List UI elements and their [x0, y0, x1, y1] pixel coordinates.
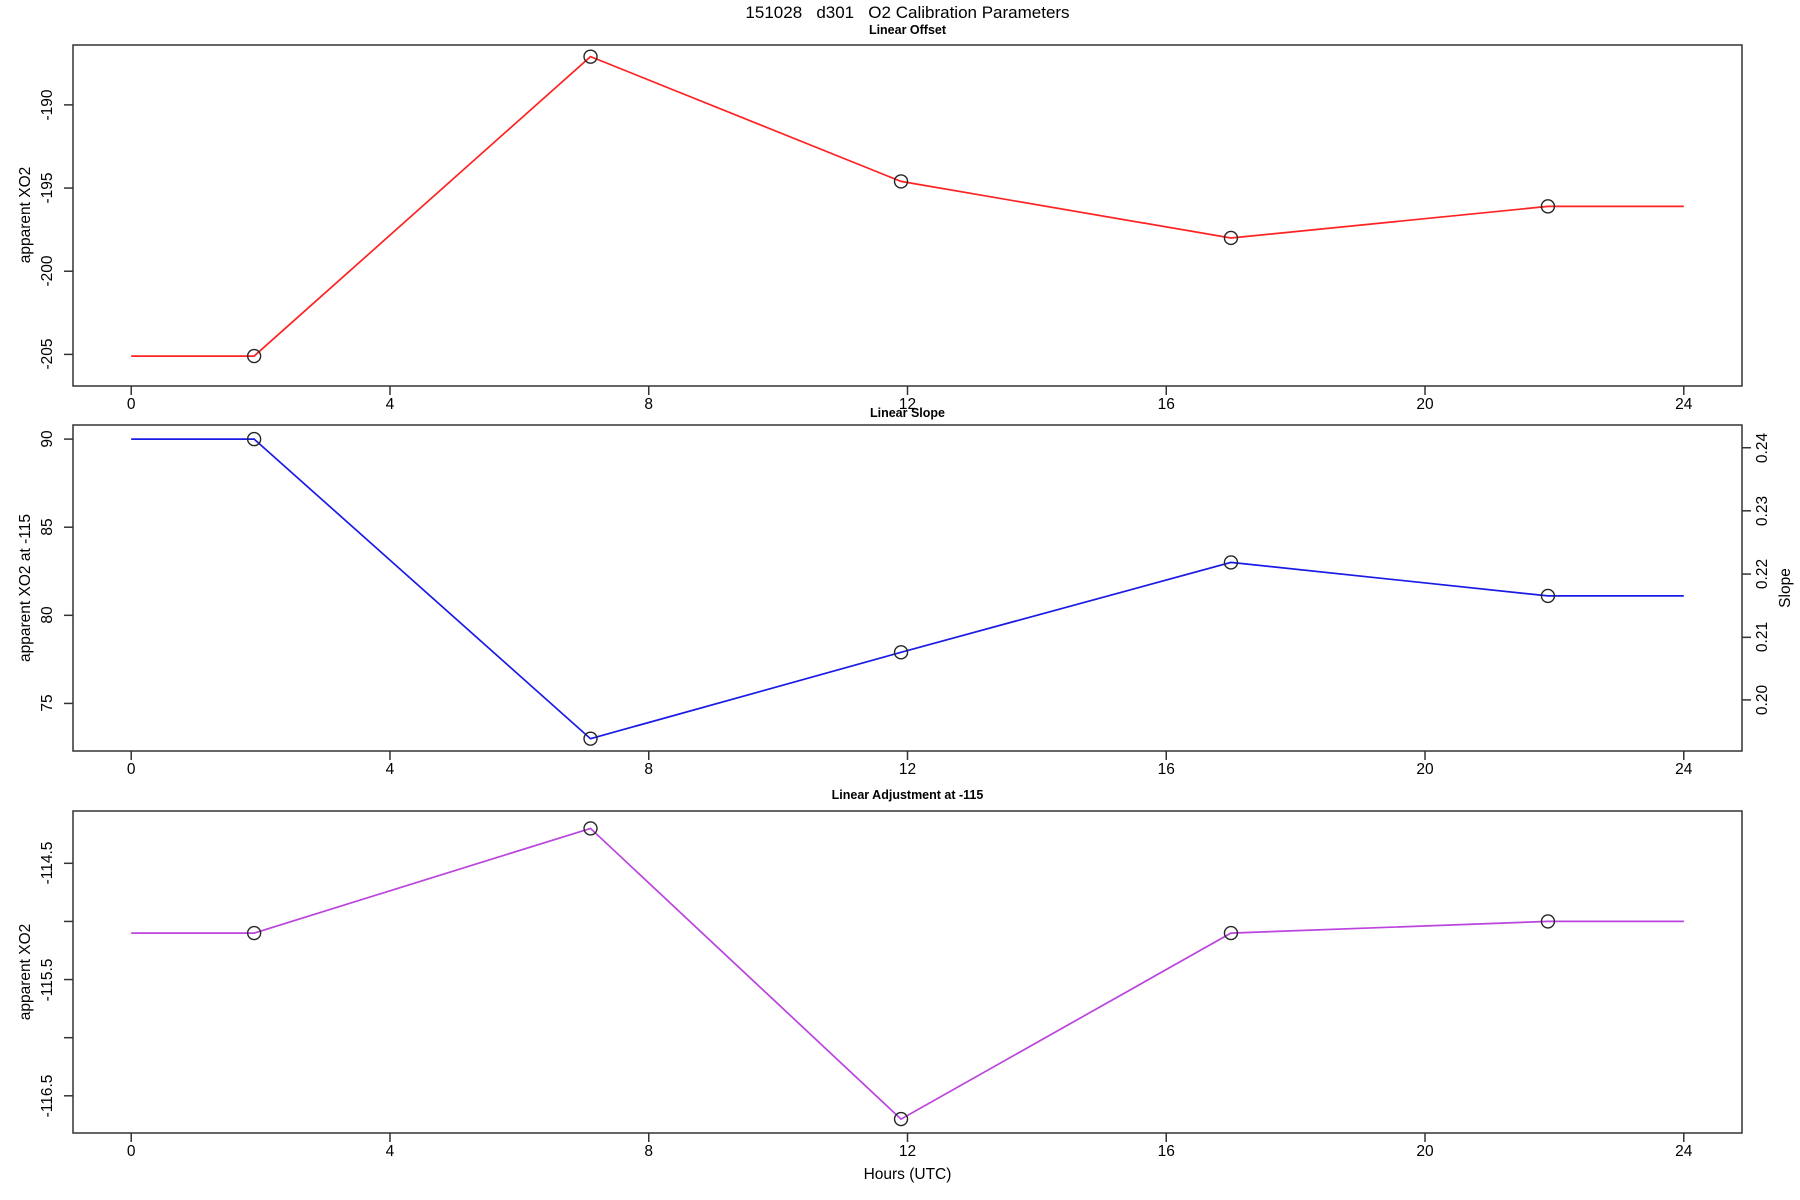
- x-tick-label: 8: [644, 761, 654, 778]
- data-point-marker: [1540, 914, 1556, 929]
- y-tick-label: -115.5: [39, 958, 56, 1001]
- y-tick-label-right: 0.20: [1754, 684, 1771, 715]
- x-tick-label: 4: [385, 1143, 395, 1160]
- y-tick-label-right: 0.21: [1754, 622, 1771, 653]
- series-line: [131, 827, 1684, 1121]
- data-point-marker: [893, 174, 909, 189]
- x-tick-label: 4: [385, 761, 395, 778]
- x-tick-label: 24: [1675, 761, 1693, 778]
- y-tick-label: 75: [39, 694, 56, 713]
- data-point-marker: [1223, 230, 1239, 246]
- x-tick-label: 24: [1675, 1143, 1693, 1160]
- data-point-marker: [893, 1111, 909, 1127]
- y-tick-label-right: 0.23: [1754, 495, 1771, 526]
- y-tick-label: 80: [39, 606, 56, 624]
- plot-border: [72, 44, 1743, 387]
- plot-border: [72, 810, 1743, 1134]
- x-tick-label: 8: [644, 1143, 654, 1160]
- data-point-marker: [246, 431, 262, 447]
- data-point-marker: [583, 731, 598, 746]
- x-tick-label: 20: [1416, 396, 1434, 413]
- data-point-marker: [1540, 199, 1556, 214]
- data-point-marker: [246, 348, 262, 364]
- panel-title-linear-slope: Linear Slope: [869, 406, 946, 420]
- data-point-marker: [893, 645, 909, 660]
- x-tick-label: 12: [898, 761, 917, 778]
- x-tick-label: 8: [644, 396, 654, 413]
- x-tick-label: 12: [898, 1143, 917, 1160]
- y-tick-label: 90: [39, 430, 56, 448]
- y-axis-label-slope-left: apparent XO2 at -115: [17, 514, 34, 662]
- x-tick-label: 0: [126, 1143, 136, 1160]
- y-tick-label-right: 0.22: [1754, 558, 1771, 590]
- y-axis-label-adjustment: apparent XO2: [17, 923, 34, 1021]
- series-line: [131, 438, 1684, 740]
- y-tick-label: -195: [39, 172, 56, 204]
- y-tick-label: -200: [39, 255, 56, 287]
- y-tick-label: -114.5: [39, 841, 56, 885]
- x-tick-label: 16: [1157, 396, 1175, 413]
- data-point-marker: [1223, 555, 1239, 570]
- x-tick-label: 16: [1157, 761, 1175, 778]
- data-point-marker: [1540, 588, 1556, 604]
- x-tick-label: 20: [1416, 761, 1434, 778]
- x-tick-label: 24: [1675, 396, 1693, 413]
- series-line: [131, 55, 1684, 357]
- x-tick-label: 0: [126, 761, 136, 778]
- x-tick-label: 4: [385, 396, 395, 413]
- plot-border: [72, 424, 1743, 752]
- data-point-marker: [583, 49, 598, 64]
- y-axis-label-offset: apparent XO2: [17, 166, 34, 264]
- data-point-marker: [1223, 925, 1239, 941]
- data-point-marker: [583, 821, 598, 836]
- y-tick-label: -205: [39, 338, 56, 370]
- panel-title-linear-offset: Linear Offset: [868, 23, 947, 37]
- x-tick-label: 12: [898, 396, 917, 413]
- y-axis-label-slope-right: Slope: [1777, 568, 1794, 608]
- figure-title: 151028 d301 O2 Calibration Parameters: [745, 3, 1070, 22]
- y-tick-label-right: 0.24: [1754, 432, 1771, 463]
- x-axis-label: Hours (UTC): [863, 1166, 952, 1183]
- y-tick-label: -190: [39, 89, 56, 121]
- x-tick-label: 0: [126, 396, 136, 413]
- y-tick-label: -116.5: [39, 1074, 56, 1118]
- panel-title-linear-adjustment: Linear Adjustment at -115: [831, 788, 984, 802]
- x-tick-label: 16: [1157, 1143, 1175, 1160]
- y-tick-label: 85: [39, 518, 56, 536]
- data-point-marker: [246, 925, 262, 941]
- x-tick-label: 20: [1416, 1143, 1434, 1160]
